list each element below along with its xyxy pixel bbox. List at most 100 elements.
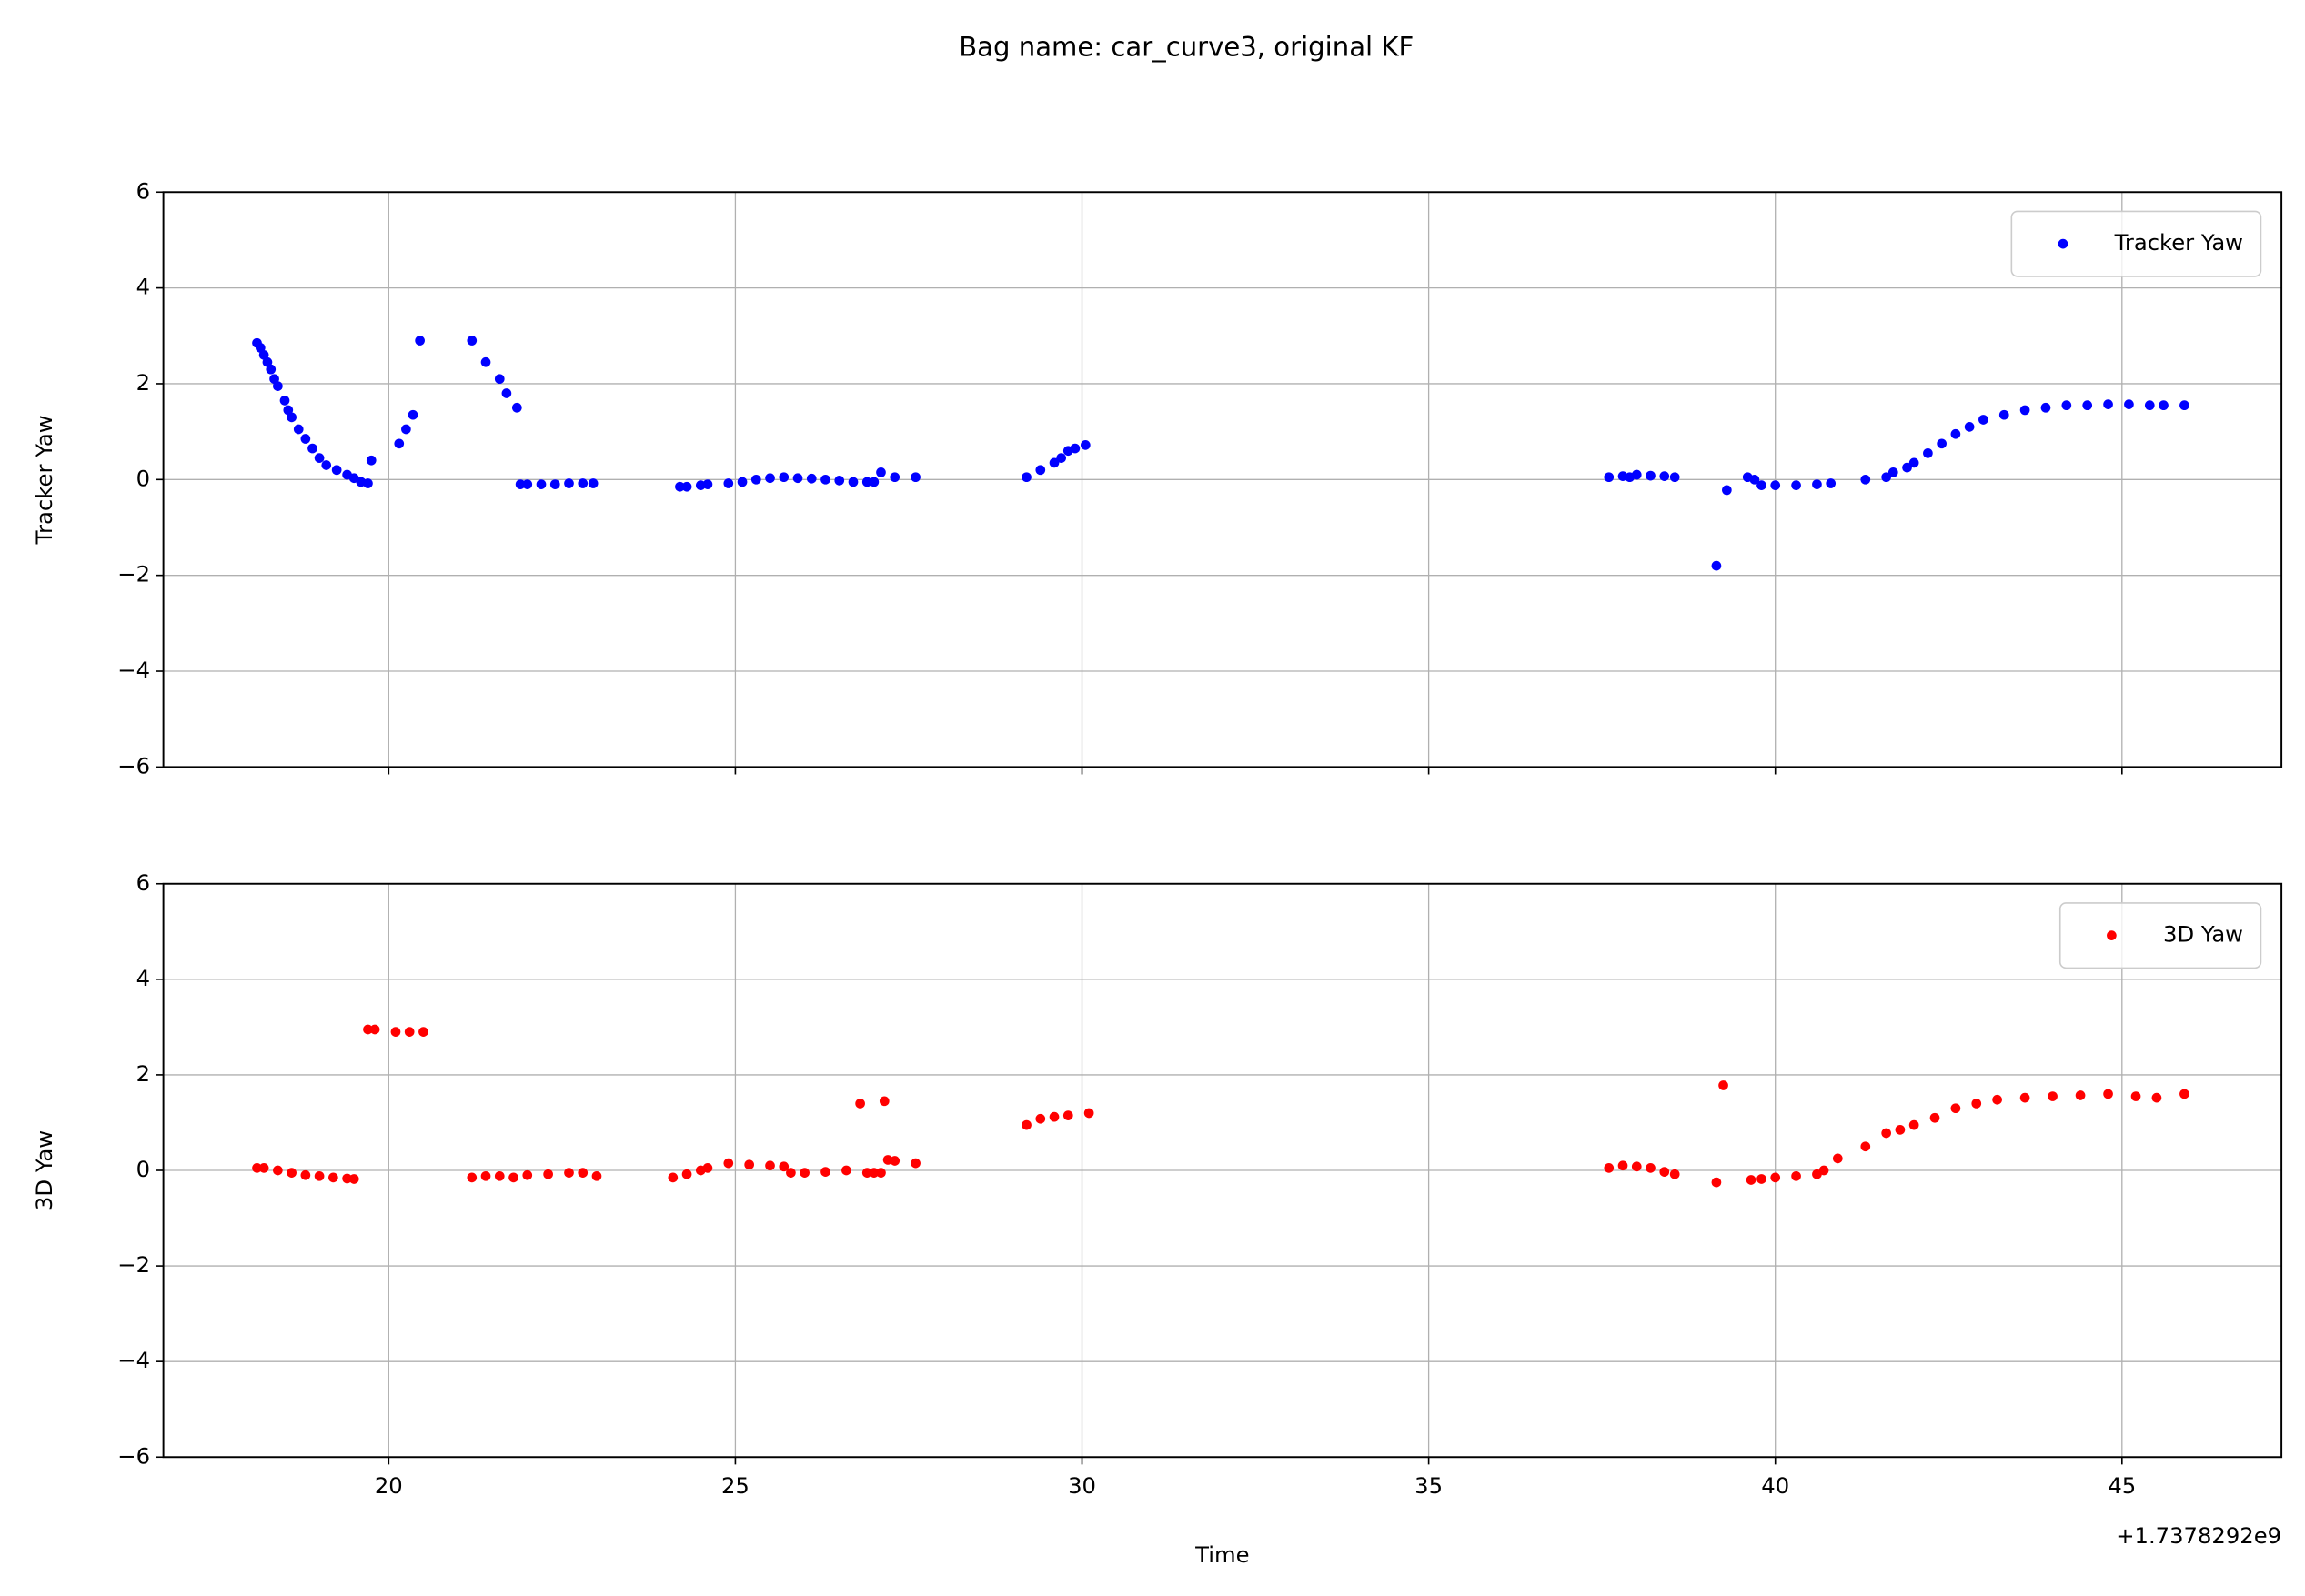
y-tick-label: 4 [136, 274, 150, 300]
point [543, 1169, 553, 1179]
point [515, 479, 526, 489]
point [279, 396, 290, 406]
point [2179, 400, 2189, 411]
point [681, 481, 692, 492]
x-offset-label: +1.7378292e9 [2116, 1522, 2281, 1549]
point [536, 479, 547, 489]
point [522, 479, 533, 489]
legend-marker [2107, 930, 2117, 940]
point [390, 1027, 401, 1037]
point [328, 1172, 338, 1183]
point [1902, 462, 1912, 473]
point [1035, 1113, 1046, 1124]
point [2159, 400, 2169, 411]
legend-label: 3D Yaw [2163, 921, 2243, 948]
point [314, 1170, 325, 1181]
y-tick-label: −4 [117, 657, 150, 683]
point [307, 443, 317, 454]
point [266, 364, 277, 375]
point [501, 388, 512, 398]
point [1908, 457, 1919, 468]
point [591, 1170, 602, 1181]
point [2075, 1090, 2086, 1100]
point [702, 1163, 713, 1173]
point [890, 1156, 901, 1166]
point [1711, 1177, 1722, 1188]
point [2061, 400, 2072, 411]
point [494, 374, 505, 385]
y-tick-label: −6 [117, 1442, 150, 1469]
y-tick-label: 0 [136, 465, 150, 491]
legend-label: Tracker Yaw [2114, 229, 2243, 256]
point [876, 1168, 886, 1178]
point [293, 424, 304, 435]
point [1929, 1112, 1940, 1123]
point [564, 1168, 574, 1178]
point [1718, 1080, 1728, 1090]
y-tick-label: −6 [117, 752, 150, 778]
point [1895, 1124, 1906, 1135]
point [2103, 399, 2113, 409]
point [408, 409, 418, 420]
point [820, 474, 830, 485]
point [820, 1167, 830, 1177]
point [564, 478, 574, 488]
point [2019, 405, 2030, 416]
y-tick-label: −4 [117, 1347, 150, 1373]
point [480, 356, 491, 367]
point [300, 434, 311, 444]
point [834, 476, 845, 486]
x-tick-label: 30 [1068, 1472, 1096, 1499]
point [1756, 1174, 1766, 1184]
point [1971, 1099, 1982, 1109]
point [869, 477, 880, 487]
point [394, 438, 405, 449]
y-tick-label: 2 [136, 1060, 150, 1087]
point [401, 424, 411, 435]
point [1631, 469, 1642, 480]
point [508, 1172, 518, 1183]
point [786, 1168, 796, 1178]
axes-frame [162, 882, 2283, 1459]
y-tick-label: −2 [117, 561, 150, 587]
point [1646, 470, 1656, 481]
point [258, 1163, 269, 1173]
x-axis-label: Time [1194, 1541, 1249, 1568]
point [1746, 1175, 1756, 1185]
point [1826, 478, 1837, 488]
point [2124, 399, 2134, 409]
point [1617, 1160, 1628, 1171]
point [1080, 440, 1091, 450]
point [287, 1168, 297, 1178]
point [702, 479, 713, 489]
point [1062, 1110, 1073, 1120]
y-axis-label: 3D Yaw [31, 1130, 57, 1210]
point [1887, 467, 1898, 477]
axes-frame [162, 191, 2283, 768]
y-tick-label: 4 [136, 965, 150, 991]
point [911, 472, 921, 483]
point [879, 1096, 890, 1107]
point [1860, 1141, 1871, 1152]
point [744, 1159, 755, 1170]
point [1669, 1169, 1680, 1179]
point [1722, 485, 1732, 496]
point [2040, 402, 2051, 413]
x-tick-label: 20 [375, 1472, 403, 1499]
point [806, 473, 817, 484]
point [779, 1161, 790, 1172]
point [2019, 1092, 2030, 1103]
point [331, 465, 342, 476]
y-tick-label: 6 [136, 869, 150, 896]
x-tick-label: 35 [1414, 1472, 1443, 1499]
point [1056, 453, 1066, 463]
y-tick-label: 6 [136, 177, 150, 204]
point [1035, 465, 1046, 476]
point [1770, 480, 1781, 490]
point [861, 1168, 872, 1178]
point [467, 1172, 478, 1183]
point [1070, 443, 1081, 454]
point [890, 472, 901, 483]
